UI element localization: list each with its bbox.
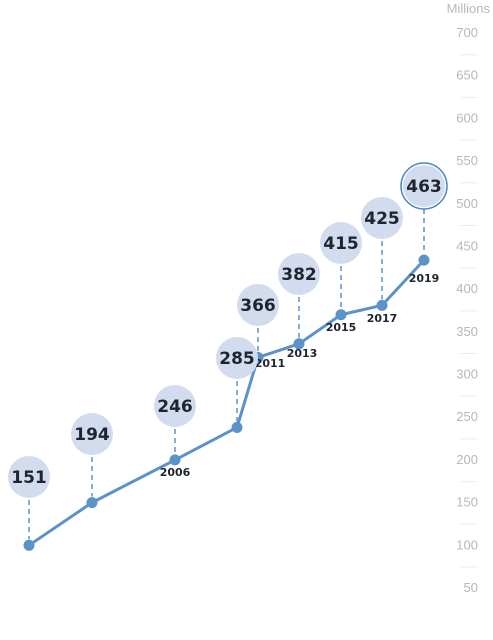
- year-label: 2011: [255, 357, 286, 370]
- y-tick-label: 600: [456, 110, 478, 125]
- y-tick-label: 150: [456, 495, 478, 510]
- value-bubble: [403, 165, 445, 207]
- value-bubble: [154, 385, 196, 427]
- value-bubble: [71, 413, 113, 455]
- dashed-guides: [28, 209, 425, 540]
- y-tick-label: 650: [456, 68, 478, 83]
- y-tick-label: 450: [456, 238, 478, 253]
- value-bubble: [8, 456, 50, 498]
- data-label: 366: [240, 296, 276, 316]
- data-point-marker: [169, 454, 181, 466]
- y-tick-label: 100: [456, 537, 478, 552]
- year-label: 2017: [367, 312, 398, 325]
- y-tick-label: 350: [456, 324, 478, 339]
- data-label: 285: [219, 349, 255, 369]
- data-label: 415: [323, 234, 359, 254]
- y-axis: 50 100 150 200 250 300 350 400 450 500 550 600 650 70…: [456, 25, 478, 595]
- data-point-marker: [23, 539, 35, 551]
- data-label: 463: [406, 177, 442, 197]
- data-label: 382: [281, 265, 317, 285]
- y-tick-label: 550: [456, 153, 478, 168]
- year-label: 2013: [287, 347, 318, 360]
- data-point-marker: [86, 497, 98, 509]
- data-point-marker: [376, 299, 388, 311]
- value-bubble: [237, 284, 279, 326]
- data-point-marker: [231, 421, 243, 433]
- year-label: 2019: [409, 272, 440, 285]
- year-label: 2015: [326, 321, 357, 334]
- y-tick-label: 400: [456, 281, 478, 296]
- y-tick-label: 700: [456, 25, 478, 40]
- data-point-marker: [418, 254, 430, 266]
- data-point-marker: [335, 309, 347, 321]
- value-bubble: [361, 197, 403, 239]
- data-label: 151: [11, 468, 47, 488]
- y-tick-label: 300: [456, 367, 478, 382]
- value-bubble: [278, 253, 320, 295]
- y-tick-label: 500: [456, 196, 478, 211]
- value-bubble: [320, 222, 362, 264]
- y-tick-label: 250: [456, 409, 478, 424]
- data-label: 425: [364, 209, 400, 229]
- data-point-marker: [293, 338, 305, 350]
- y-tick-label: 200: [456, 452, 478, 467]
- y-axis-unit-label: Millions: [447, 1, 491, 16]
- year-label: 2006: [160, 466, 191, 479]
- data-label: 246: [157, 397, 193, 417]
- value-bubble: [216, 337, 258, 379]
- data-label: 194: [74, 425, 110, 445]
- y-tick-label: 50: [464, 580, 478, 595]
